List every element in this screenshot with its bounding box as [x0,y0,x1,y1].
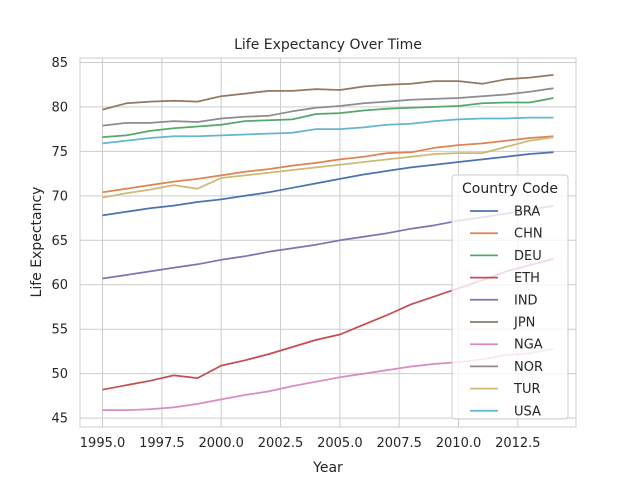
y-tick-label: 60 [51,278,68,293]
x-tick-label: 2012.5 [495,436,541,451]
y-tick-label: 45 [51,412,68,427]
legend-box [451,174,569,420]
legend-label-usa: USA [514,404,541,419]
legend-label-chn: CHN [514,227,543,242]
legend-label-ind: IND [514,293,538,308]
series-line-nor [102,87,554,127]
series-line-deu [102,97,554,138]
y-tick-label: 85 [51,56,68,71]
x-tick-label: 2000.0 [198,436,244,451]
x-tick-label: 2010.0 [436,436,482,451]
y-tick-labels: 45 50 55 60 65 70 75 80 85 [51,56,68,427]
x-tick-label: 2005.0 [317,436,363,451]
x-axis-label: Year [312,460,343,476]
chart-title: Life Expectancy Over Time [234,37,422,53]
legend-label-nga: NGA [514,338,543,353]
plot-frame [79,57,577,428]
y-tick-label: 55 [51,323,68,338]
y-tick-label: 50 [51,367,68,382]
series-line-chn [102,135,554,194]
legend-label-deu: DEU [514,249,542,264]
y-tick-label: 65 [51,234,68,249]
series-line-usa [102,116,554,145]
y-tick-label: 70 [51,189,68,204]
legend-items: BRA CHN DEU ETH IND JPN NGA NOR TUR USA [470,205,543,419]
legend-title: Country Code [462,181,558,197]
legend-label-tur: TUR [513,382,541,397]
x-tick-label: 1997.5 [139,436,185,451]
x-tick-labels: 1995.0 1997.5 2000.0 2002.5 2005.0 2007.5 2010… [80,436,541,451]
x-tick-label: 2002.5 [258,436,304,451]
legend-label-eth: ETH [514,271,540,286]
y-tick-label: 75 [51,145,68,160]
legend-label-bra: BRA [514,205,540,220]
series-line-tur [102,136,554,199]
legend-label-nor: NOR [514,360,543,375]
series-line-bra [102,151,554,217]
y-tick-label: 80 [51,100,68,115]
x-tick-label: 1995.0 [80,436,126,451]
series-line-jpn [102,74,554,111]
legend: Country Code BRA CHN DEU ETH IND JPN NGA NOR TUR… [451,174,569,420]
x-tick-label: 2007.5 [376,436,422,451]
y-axis-label: Life Expectancy [29,187,45,298]
legend-label-jpn: JPN [513,316,535,331]
